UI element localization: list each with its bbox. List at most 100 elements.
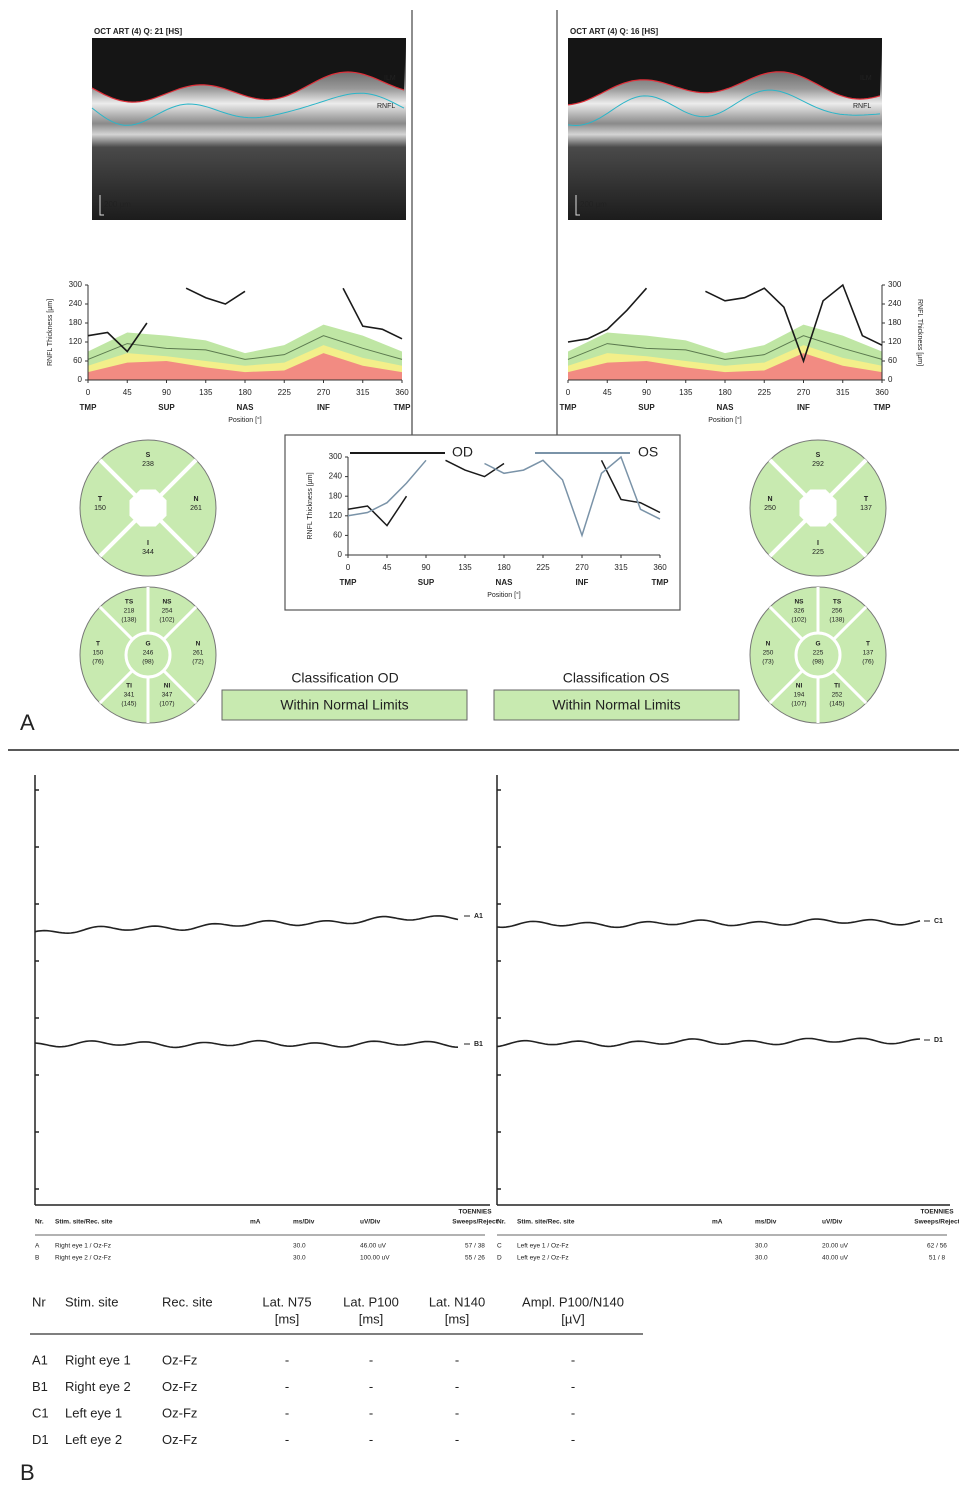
table-cell: Oz-Fz xyxy=(162,1432,197,1447)
sector-value: 246 xyxy=(143,650,154,657)
region-label: INF xyxy=(797,403,810,412)
sector-normal: (102) xyxy=(159,617,174,624)
y-tick-label: 60 xyxy=(888,356,897,365)
y-tick-label: 180 xyxy=(329,491,343,500)
settings-header: Sweeps/Reject xyxy=(452,1219,498,1226)
y-tick-label: 300 xyxy=(69,280,83,289)
table-cell: Oz-Fz xyxy=(162,1405,197,1420)
sector-value: 326 xyxy=(794,608,805,615)
legend-label: OS xyxy=(638,444,658,460)
sector-name: N xyxy=(766,641,771,648)
settings-cell: Left eye 2 / Oz-Fz xyxy=(517,1255,569,1262)
settings-header: TOENNIES xyxy=(458,1209,492,1216)
settings-header: Sweeps/Reject xyxy=(914,1219,959,1226)
table-cell: Oz-Fz xyxy=(162,1379,197,1394)
settings-cell: 57 / 38 xyxy=(465,1243,485,1250)
x-tick-label: 135 xyxy=(199,388,213,397)
table-header: Lat. N140 xyxy=(429,1294,485,1309)
table-cell: C1 xyxy=(32,1405,49,1420)
settings-header: ms/Div xyxy=(755,1219,777,1226)
sector-value: 150 xyxy=(93,650,104,657)
y-tick-label: 240 xyxy=(69,299,83,308)
x-tick-label: 90 xyxy=(162,388,171,397)
y-tick-label: 0 xyxy=(888,375,893,384)
y-tick-label: 0 xyxy=(338,550,343,559)
sector-normal: (76) xyxy=(862,659,874,666)
table-cell: - xyxy=(369,1432,373,1447)
settings-header: Stim. site/Rec. site xyxy=(55,1219,113,1226)
y-axis-label: RNFL Thickness [µm] xyxy=(307,472,314,539)
settings-cell: 30.0 xyxy=(293,1243,306,1250)
x-tick-label: 225 xyxy=(278,388,292,397)
sector-name: TI xyxy=(126,683,132,690)
classification-title: Classification OS xyxy=(563,670,670,686)
sector-normal: (73) xyxy=(762,659,774,666)
table-header: [µV] xyxy=(561,1311,584,1326)
x-tick-label: 135 xyxy=(679,388,693,397)
x-tick-label: 360 xyxy=(395,388,409,397)
trace-label: C1 xyxy=(934,918,943,925)
oct-title: OCT ART (4) Q: 21 [HS] xyxy=(94,27,182,36)
table-cell: - xyxy=(369,1379,373,1394)
table-cell: - xyxy=(369,1352,373,1367)
sector-name: TS xyxy=(833,599,842,606)
classification-title: Classification OD xyxy=(291,670,398,686)
sector-name: N xyxy=(196,641,201,648)
sector-name: G xyxy=(815,641,820,648)
settings-cell: 30.0 xyxy=(293,1255,306,1262)
sector-normal: (138) xyxy=(121,617,136,624)
table-cell: - xyxy=(571,1352,575,1367)
region-label: INF xyxy=(317,403,330,412)
y-tick-label: 240 xyxy=(329,472,343,481)
settings-header: uV/Div xyxy=(360,1219,381,1226)
region-label: SUP xyxy=(638,403,655,412)
settings-cell: 46.00 uV xyxy=(360,1243,387,1250)
scale-bar-label: 200 µm xyxy=(580,200,607,209)
y-tick-label: 0 xyxy=(78,375,83,384)
table-header: [ms] xyxy=(359,1311,384,1326)
quadrant-value: 238 xyxy=(142,461,154,468)
sector-value: 225 xyxy=(813,650,824,657)
quadrant-name: I xyxy=(817,540,819,547)
sector-name: G xyxy=(145,641,150,648)
sector-name: T xyxy=(96,641,100,648)
quadrant-value: 225 xyxy=(812,549,824,556)
y-tick-label: 120 xyxy=(69,337,83,346)
x-tick-label: 225 xyxy=(758,388,772,397)
table-cell: - xyxy=(455,1379,459,1394)
x-axis-label: Position [°] xyxy=(228,416,262,424)
sector-normal: (98) xyxy=(812,659,824,666)
sector-value: 254 xyxy=(162,608,173,615)
quadrant-name: S xyxy=(816,452,821,459)
table-header: Nr xyxy=(32,1294,46,1309)
settings-cell: Right eye 1 / Oz-Fz xyxy=(55,1243,111,1250)
table-cell: - xyxy=(285,1379,289,1394)
x-tick-label: 315 xyxy=(356,388,370,397)
quadrant-value: 150 xyxy=(94,505,106,512)
sector-normal: (145) xyxy=(829,701,844,708)
table-cell: B1 xyxy=(32,1379,48,1394)
quadrant-name: T xyxy=(98,496,103,503)
sector-name: NI xyxy=(164,683,171,690)
settings-header: uV/Div xyxy=(822,1219,843,1226)
settings-header: mA xyxy=(712,1219,723,1226)
table-cell: - xyxy=(369,1405,373,1420)
quadrant-value: 292 xyxy=(812,461,824,468)
settings-cell: 30.0 xyxy=(755,1255,768,1262)
x-tick-label: 45 xyxy=(383,563,392,572)
quadrant-name: I xyxy=(147,540,149,547)
x-axis-label: Position [°] xyxy=(487,591,521,599)
sector-normal: (107) xyxy=(791,701,806,708)
settings-cell: A xyxy=(35,1243,40,1250)
sector-name: T xyxy=(866,641,870,648)
settings-cell: B xyxy=(35,1255,39,1262)
table-cell: - xyxy=(285,1352,289,1367)
x-tick-label: 180 xyxy=(718,388,732,397)
sector-normal: (138) xyxy=(829,617,844,624)
settings-cell: Left eye 1 / Oz-Fz xyxy=(517,1243,569,1250)
region-label: TMP xyxy=(80,403,98,412)
classification-result: Within Normal Limits xyxy=(280,697,408,713)
settings-header: ms/Div xyxy=(293,1219,315,1226)
settings-header: Nr. xyxy=(497,1219,506,1226)
settings-cell: 20.00 uV xyxy=(822,1243,849,1250)
